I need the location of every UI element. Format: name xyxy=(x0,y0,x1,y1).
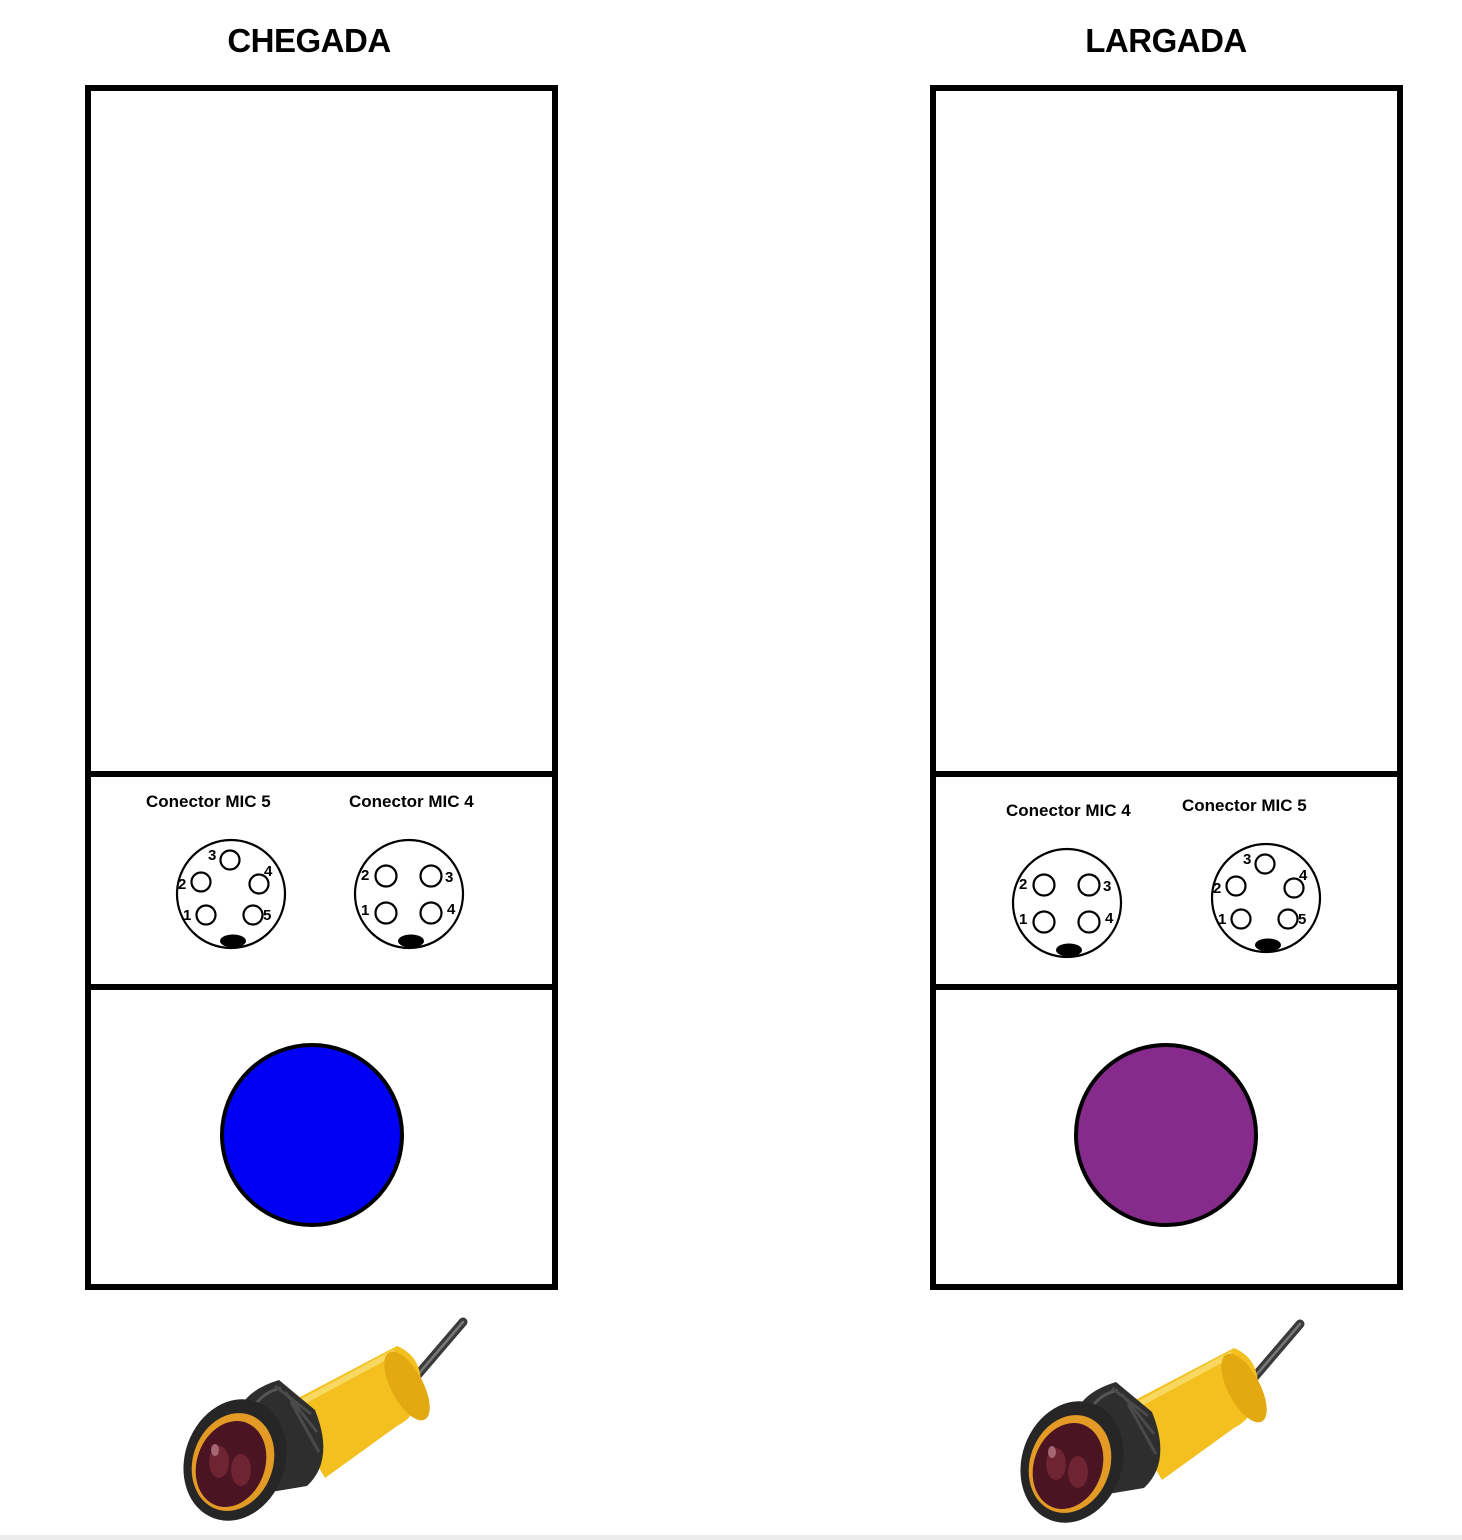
pin-3-label: 3 xyxy=(445,869,453,886)
mic5-connector-icon: 1 2 3 4 5 xyxy=(175,838,287,950)
largada-connector-panel xyxy=(930,771,1403,990)
pin-4-label: 4 xyxy=(447,901,456,918)
pin-2-label: 2 xyxy=(1019,876,1027,893)
largada-connector-label-2: Conector MIC 5 xyxy=(1182,796,1307,815)
mic4-connector-icon: 1 2 3 4 xyxy=(353,838,465,950)
chegada-led-indicator xyxy=(220,1043,404,1227)
largada-title: LARGADA xyxy=(1085,22,1247,59)
pin-2-label: 2 xyxy=(178,876,186,893)
photoelectric-sensor-icon xyxy=(1020,1319,1305,1523)
pin-5-label: 5 xyxy=(263,907,271,924)
chegada-top-panel xyxy=(85,85,558,777)
pin-1-label: 1 xyxy=(1218,911,1226,928)
chegada-connector-label-2: Conector MIC 4 xyxy=(349,792,474,811)
pin-1-label: 1 xyxy=(183,907,191,924)
pin-4-label: 4 xyxy=(264,863,273,880)
mic5-connector-icon: 1 2 3 4 5 xyxy=(1210,842,1322,954)
pin-1-label: 1 xyxy=(1019,911,1027,928)
pin-5-label: 5 xyxy=(1298,911,1306,928)
pin-1-label: 1 xyxy=(361,902,369,919)
largada-connector-label-1: Conector MIC 4 xyxy=(1006,801,1131,820)
bottom-divider xyxy=(0,1535,1462,1540)
photoelectric-sensor-icon xyxy=(183,1317,468,1521)
pin-3-label: 3 xyxy=(1103,878,1111,895)
pin-4-label: 4 xyxy=(1105,910,1114,927)
pin-4-label: 4 xyxy=(1299,867,1308,884)
pin-2-label: 2 xyxy=(1213,880,1221,897)
chegada-title: CHEGADA xyxy=(227,22,391,59)
pin-3-label: 3 xyxy=(1243,851,1251,868)
chegada-connector-panel xyxy=(85,771,558,990)
chegada-connector-label-1: Conector MIC 5 xyxy=(146,792,271,811)
largada-top-panel xyxy=(930,85,1403,777)
largada-led-indicator xyxy=(1074,1043,1258,1227)
pin-2-label: 2 xyxy=(361,867,369,884)
pin-3-label: 3 xyxy=(208,847,216,864)
mic4-connector-icon: 1 2 3 4 xyxy=(1011,847,1123,959)
